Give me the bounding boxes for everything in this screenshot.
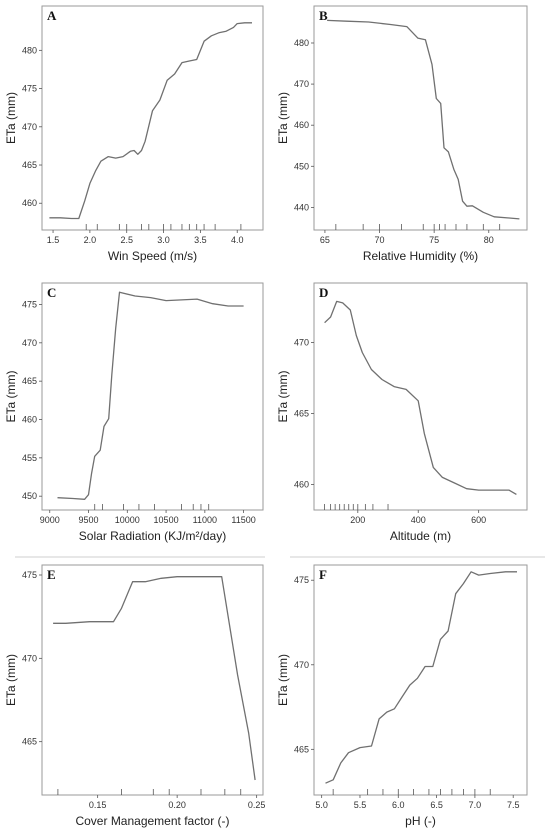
chart-d-y-tick-label: 460 [294, 479, 309, 489]
chart-d-series-line [324, 300, 517, 495]
chart-b-y-tick-label: 440 [294, 202, 309, 212]
chart-c-y-tick-label: 460 [22, 415, 37, 425]
chart-b-x-tick-label: 80 [484, 235, 494, 245]
chart-c-y-tick-label: 455 [22, 453, 37, 463]
chart-a-y-tick-label: 460 [22, 198, 37, 208]
chart-c-y-tick-label: 470 [22, 338, 37, 348]
chart-f-panel-letter: F [319, 567, 327, 582]
chart-c-y-axis-label: ETa (mm) [4, 371, 18, 423]
chart-e-x-tick-label: 0.15 [89, 800, 107, 810]
chart-e-x-axis-label: Cover Management factor (-) [75, 814, 229, 828]
chart-c-y-tick-label: 475 [22, 299, 37, 309]
chart-b-y-axis-label: ETa (mm) [276, 92, 290, 144]
chart-d-x-tick-label: 400 [411, 515, 426, 525]
chart-f-y-axis-label: ETa (mm) [276, 654, 290, 706]
chart-f-x-tick-label: 6.5 [430, 800, 443, 810]
chart-e-y-tick-label: 465 [22, 737, 37, 747]
chart-d-y-tick-label: 470 [294, 338, 309, 348]
chart-d-x-tick-label: 200 [350, 515, 365, 525]
chart-f-y-tick-label: 475 [294, 575, 309, 585]
chart-a-y-tick-label: 470 [22, 122, 37, 132]
chart-e-y-tick-label: 475 [22, 570, 37, 580]
chart-b-x-tick-label: 75 [429, 235, 439, 245]
chart-e-frame [41, 564, 264, 796]
chart-b-panel-letter: B [319, 8, 328, 23]
chart-a-x-tick-label: 3.5 [194, 235, 207, 245]
chart-a-y-tick-label: 475 [22, 84, 37, 94]
chart-b-y-tick-label: 450 [294, 161, 309, 171]
chart-a-x-tick-label: 1.5 [47, 235, 60, 245]
chart-e-series-line [53, 576, 256, 781]
chart-c-frame [41, 282, 264, 511]
chart-d-x-axis-label: Altitude (m) [390, 529, 451, 543]
chart-c-y-tick-label: 465 [22, 376, 37, 386]
chart-b-frame [313, 5, 528, 231]
chart-c-panel-letter: C [47, 285, 56, 300]
chart-a-frame [41, 5, 264, 231]
chart-b-y-tick-label: 470 [294, 79, 309, 89]
chart-e-y-axis-label: ETa (mm) [4, 654, 18, 706]
chart-b-series-line [327, 19, 520, 220]
chart-f-y-tick-label: 470 [294, 660, 309, 670]
chart-f-x-tick-label: 5.0 [315, 800, 328, 810]
chart-c-x-tick-label: 11500 [231, 515, 255, 525]
chart-b-x-tick-label: 65 [320, 235, 330, 245]
chart-b-y-tick-label: 480 [294, 38, 309, 48]
chart-e-y-tick-label: 470 [22, 653, 37, 663]
chart-b-x-tick-label: 70 [375, 235, 385, 245]
chart-a-x-tick-label: 2.0 [84, 235, 97, 245]
chart-f-x-tick-label: 7.0 [469, 800, 482, 810]
chart-a-x-tick-label: 4.0 [231, 235, 244, 245]
chart-d-y-axis-label: ETa (mm) [276, 371, 290, 423]
chart-c-x-tick-label: 10000 [115, 515, 140, 525]
chart-f-x-tick-label: 7.5 [507, 800, 520, 810]
chart-a-x-tick-label: 2.5 [120, 235, 133, 245]
chart-f-x-axis-label: pH (-) [405, 814, 436, 828]
chart-f-series-line [325, 571, 517, 784]
chart-c-x-tick-label: 9000 [40, 515, 60, 525]
chart-c-y-tick-label: 450 [22, 491, 37, 501]
chart-d-panel-letter: D [319, 285, 328, 300]
chart-c-x-tick-label: 9500 [79, 515, 99, 525]
chart-c-x-tick-label: 10500 [154, 515, 179, 525]
chart-a-y-tick-label: 480 [22, 45, 37, 55]
chart-f-x-tick-label: 5.5 [354, 800, 367, 810]
chart-c-x-axis-label: Solar Radiation (KJ/m²/day) [79, 529, 226, 543]
chart-a-y-axis-label: ETa (mm) [4, 92, 18, 144]
chart-a-y-tick-label: 465 [22, 160, 37, 170]
chart-f-x-tick-label: 6.0 [392, 800, 405, 810]
chart-b-y-tick-label: 460 [294, 120, 309, 130]
chart-a-x-tick-label: 3.0 [157, 235, 170, 245]
chart-e-panel-letter: E [47, 567, 56, 582]
chart-a-series-line [49, 22, 252, 220]
chart-d-x-tick-label: 600 [471, 515, 486, 525]
chart-c-x-tick-label: 11000 [193, 515, 217, 525]
chart-c-series-line [57, 291, 244, 500]
chart-f-frame [313, 564, 528, 796]
chart-a-x-axis-label: Win Speed (m/s) [108, 249, 197, 263]
chart-d-y-tick-label: 465 [294, 409, 309, 419]
chart-a-panel-letter: A [47, 8, 57, 23]
chart-d-frame [313, 282, 528, 511]
chart-b-x-axis-label: Relative Humidity (%) [363, 249, 478, 263]
chart-e-x-tick-label: 0.25 [248, 800, 266, 810]
chart-e-x-tick-label: 0.20 [168, 800, 186, 810]
chart-f-y-tick-label: 465 [294, 744, 309, 754]
